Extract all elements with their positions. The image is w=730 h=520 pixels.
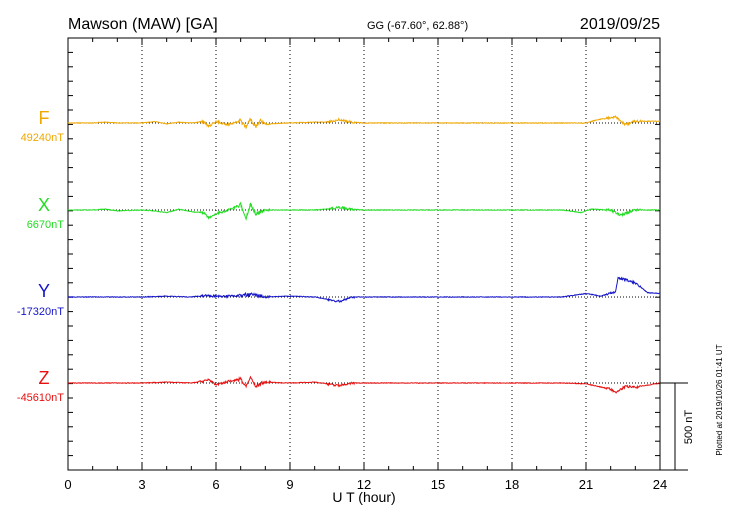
baseline-value-y: -17320nT [17,306,64,318]
x-tick-label-0: 0 [64,477,71,492]
x-tick-label-21: 21 [579,477,593,492]
trace-y [67,276,661,303]
trace-x [67,201,661,222]
station-title: Mawson (MAW) [GA] [68,16,218,33]
trace-z [68,375,661,394]
component-letter-z: Z [39,368,50,388]
component-letter-y: Y [38,281,50,301]
x-tick-label-15: 15 [431,477,445,492]
component-letter-f: F [39,108,50,128]
date-label: 2019/09/25 [580,16,660,33]
baseline-value-z: -45610nT [17,392,64,404]
x-tick-labels: 0 3 6 9 12 15 18 21 24 [64,477,667,492]
plotted-at-note: Plotted at 2019/10/26 01:41 UT [715,344,724,455]
component-labels: F 49240nT X 6670nT Y -17320nT Z -45610nT [17,108,64,404]
scale-bar-label: 500 nT [683,410,695,445]
x-tick-label-18: 18 [505,477,519,492]
axis-ticks [67,37,661,471]
baseline-value-x: 6670nT [27,219,65,231]
scale-bar: 500 nT [660,382,695,471]
trace-f [67,114,661,129]
baseline-value-f: 49240nT [21,132,65,144]
x-tick-label-6: 6 [212,477,219,492]
component-traces [67,114,661,394]
component-letter-x: X [38,195,50,215]
x-tick-label-3: 3 [138,477,145,492]
vertical-grid [141,38,587,470]
x-tick-label-12: 12 [357,477,371,492]
x-tick-label-24: 24 [653,477,667,492]
x-axis-title: U T (hour) [332,489,395,505]
coordinates-label: GG (-67.60°, 62.88°) [367,20,468,32]
x-tick-label-9: 9 [286,477,293,492]
